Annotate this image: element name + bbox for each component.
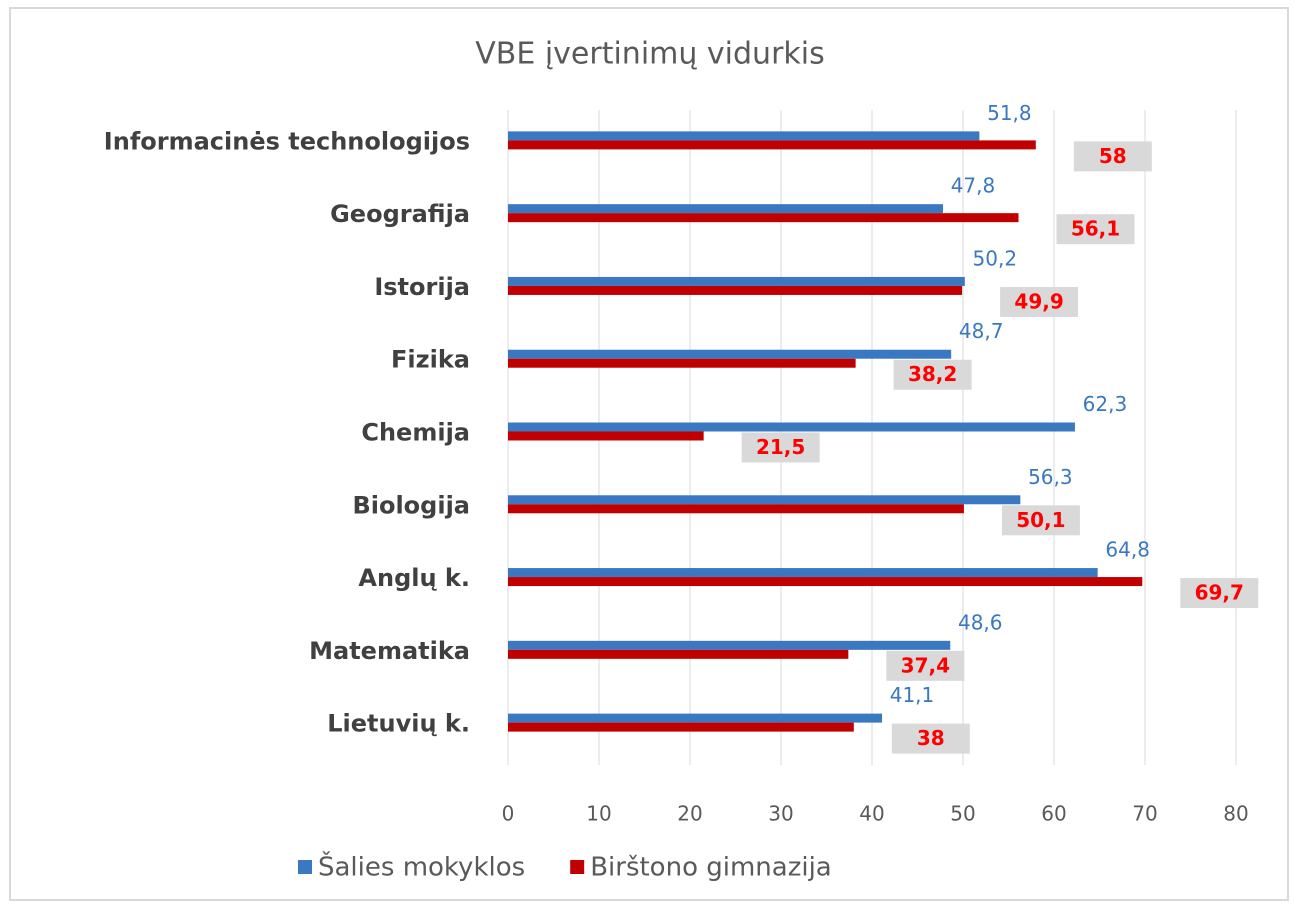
y-tick-label: Lietuvių k. (327, 710, 470, 738)
label-box (1000, 286, 1079, 317)
label-box (1073, 141, 1152, 172)
x-tick-label: 80 (1223, 802, 1248, 826)
bar (508, 568, 1098, 578)
data-label: 56,3 (1028, 465, 1073, 489)
bar (508, 131, 980, 141)
label-box (1180, 578, 1259, 609)
y-tick-label: Anglų k. (358, 564, 470, 592)
data-label: 50,2 (973, 246, 1018, 270)
y-tick-label: Istorija (374, 273, 470, 301)
data-label: 62,3 (1083, 392, 1128, 416)
bar (508, 285, 963, 295)
bar (508, 713, 883, 723)
bar (508, 504, 964, 514)
bar (508, 431, 704, 441)
y-tick-label: Chemija (361, 419, 470, 447)
x-tick-label: 40 (859, 802, 884, 826)
legend-swatch (570, 860, 585, 874)
bar (508, 204, 943, 214)
x-tick-label: 0 (502, 802, 515, 826)
data-label: 47,8 (951, 174, 996, 198)
label-box (893, 359, 972, 390)
bar (508, 640, 951, 650)
label-box (891, 723, 970, 754)
data-label: 38,2 (908, 362, 957, 386)
chart-title: VBE įvertinimų vidurkis (475, 37, 825, 72)
x-tick-label: 70 (1132, 802, 1157, 826)
y-tick-label: Matematika (309, 637, 470, 665)
legend-label: Birštono gimnazija (590, 853, 832, 883)
label-box (1001, 505, 1080, 536)
legend-label: Šalies mokyklos (318, 851, 525, 883)
data-label: 56,1 (1071, 217, 1120, 241)
y-tick-label: Fizika (391, 346, 470, 374)
legend-swatch (298, 860, 312, 874)
bar (508, 577, 1143, 587)
x-tick-label: 60 (1041, 802, 1066, 826)
data-label: 69,7 (1195, 581, 1244, 605)
x-tick-label: 30 (768, 802, 793, 826)
data-label: 21,5 (756, 435, 805, 459)
x-tick-label: 10 (586, 802, 611, 826)
data-label: 41,1 (890, 683, 935, 707)
bar (508, 213, 1019, 223)
bar (508, 722, 854, 732)
label-box (886, 650, 965, 681)
bar (508, 495, 1021, 505)
data-label: 64,8 (1105, 538, 1150, 562)
data-label: 50,1 (1016, 508, 1065, 532)
bar (508, 140, 1036, 150)
data-label: 51,8 (987, 101, 1032, 125)
data-label: 38 (917, 726, 945, 750)
data-label: 49,9 (1014, 289, 1063, 313)
x-tick-label: 50 (950, 802, 975, 826)
y-tick-label: Geografija (330, 200, 470, 228)
data-label: 48,7 (959, 319, 1004, 343)
label-box (741, 432, 820, 463)
bar (508, 349, 952, 359)
bar (508, 649, 849, 659)
y-tick-label: Informacinės technologijos (104, 127, 470, 155)
bar (508, 358, 856, 368)
bar (508, 422, 1075, 432)
x-tick-label: 20 (677, 802, 702, 826)
y-tick-label: Biologija (352, 491, 470, 519)
bar (508, 276, 965, 286)
label-box (1056, 214, 1135, 245)
data-label: 37,4 (901, 653, 950, 677)
data-label: 48,6 (958, 610, 1003, 634)
data-label: 58 (1099, 144, 1127, 168)
